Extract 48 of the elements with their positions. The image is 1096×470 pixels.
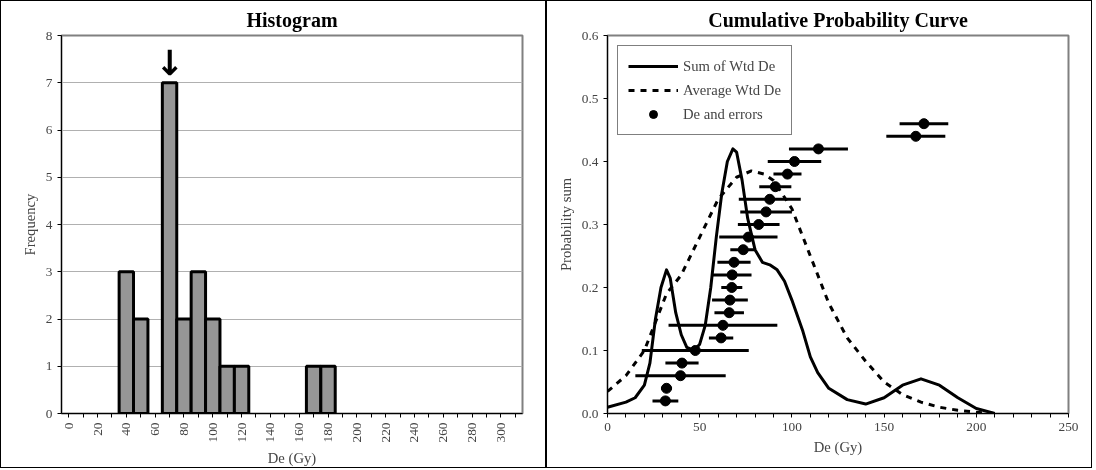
x-axis-title: De (Gy) bbox=[813, 438, 863, 456]
chart-title: Cumulative Probability Curve bbox=[708, 8, 968, 32]
x-tick-label: 0 bbox=[60, 422, 76, 430]
legend-label: Average Wtd De bbox=[683, 81, 781, 99]
y-tick-label: 6 bbox=[45, 122, 53, 137]
y-tick-label: 0.1 bbox=[581, 342, 599, 358]
y-tick-label: 0.6 bbox=[581, 27, 599, 43]
x-tick-label: 60 bbox=[147, 422, 163, 436]
y-tick-label: 8 bbox=[45, 27, 53, 43]
annotation: ↓ bbox=[155, 42, 185, 83]
x-tick-label: 200 bbox=[966, 418, 987, 434]
x-tick-label: 280 bbox=[464, 422, 480, 443]
x-tick-label: 220 bbox=[377, 422, 393, 443]
y-tick-label: 0.2 bbox=[581, 279, 599, 295]
x-tick-label: 260 bbox=[435, 422, 451, 443]
x-tick-label: 150 bbox=[874, 418, 895, 434]
x-tick-label: 20 bbox=[89, 422, 105, 436]
y-tick-label: 4 bbox=[45, 216, 53, 232]
y-tick-label: 5 bbox=[45, 169, 53, 185]
y-tick-label: 2 bbox=[45, 311, 53, 326]
x-tick-label: 240 bbox=[406, 422, 422, 443]
x-axis-title: De (Gy) bbox=[267, 450, 317, 468]
x-tick-label: 200 bbox=[348, 422, 364, 443]
y-tick-label: 7 bbox=[45, 74, 53, 90]
y-tick-label: 0.5 bbox=[581, 90, 599, 106]
x-tick-label: 0 bbox=[604, 418, 612, 434]
x-tick-label: 100 bbox=[204, 422, 220, 443]
y-tick-label: 3 bbox=[45, 263, 53, 279]
y-axis-title: Probability sum bbox=[557, 177, 574, 272]
x-tick-label: 40 bbox=[118, 422, 134, 436]
y-tick-label: 0.3 bbox=[581, 216, 599, 232]
legend-label: De and errors bbox=[683, 105, 763, 123]
y-tick-label: 0.4 bbox=[581, 153, 599, 169]
y-tick-label: 1 bbox=[45, 358, 53, 374]
legend-label: Sum of Wtd De bbox=[683, 57, 776, 75]
chart-title: Histogram bbox=[246, 8, 338, 32]
x-tick-label: 180 bbox=[320, 422, 336, 443]
x-tick-label: 250 bbox=[1058, 418, 1079, 434]
x-tick-label: 100 bbox=[781, 418, 803, 434]
x-tick-label: 140 bbox=[262, 422, 278, 443]
x-tick-label: 300 bbox=[492, 422, 508, 443]
y-tick-label: 0 bbox=[45, 405, 53, 421]
x-tick-label: 120 bbox=[233, 422, 249, 443]
x-tick-label: 50 bbox=[693, 418, 707, 434]
y-tick-label: 0.0 bbox=[581, 405, 599, 421]
y-axis-title: Frequency bbox=[21, 192, 38, 256]
x-tick-label: 80 bbox=[175, 422, 191, 436]
x-tick-label: 160 bbox=[291, 422, 307, 443]
